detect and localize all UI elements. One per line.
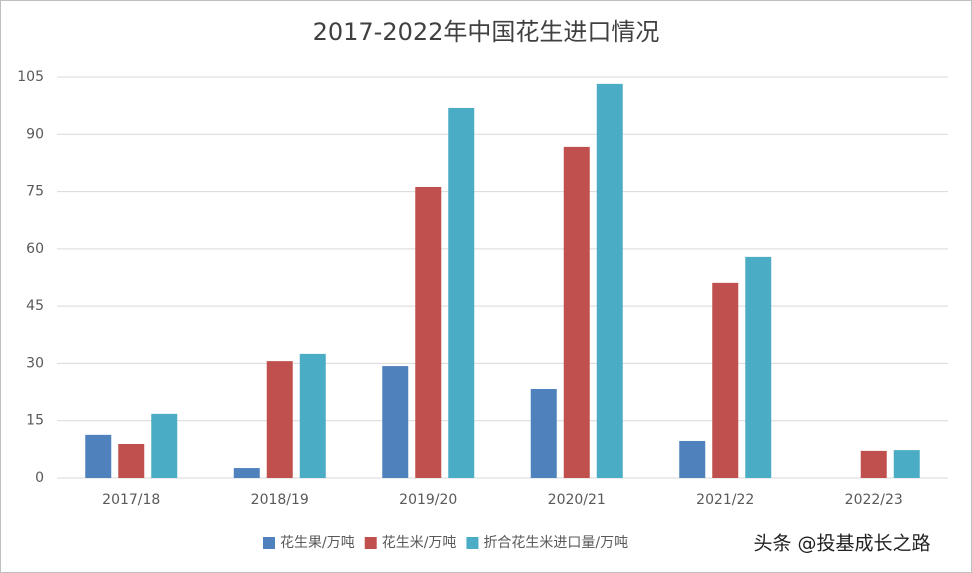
x-tick-label: 2017/18 — [102, 492, 160, 508]
legend-label: 花生果/万吨 — [280, 535, 355, 551]
legend-label: 折合花生米进口量/万吨 — [483, 535, 628, 551]
y-tick-label: 105 — [17, 69, 44, 85]
x-tick-label: 2019/20 — [399, 492, 457, 508]
bar — [415, 186, 442, 478]
bar — [266, 361, 293, 478]
bar — [530, 389, 557, 478]
bar — [448, 107, 475, 478]
y-tick-label: 15 — [26, 413, 44, 429]
bar — [712, 282, 739, 478]
bar — [679, 440, 706, 478]
bar — [382, 366, 409, 478]
y-tick-label: 30 — [26, 355, 44, 371]
x-tick-label: 2022/23 — [845, 492, 903, 508]
legend-swatch — [263, 537, 275, 549]
bar — [299, 353, 326, 478]
y-tick-label: 60 — [26, 241, 44, 257]
y-tick-label: 90 — [26, 126, 44, 142]
bar — [745, 256, 772, 478]
x-tick-label: 2020/21 — [548, 492, 606, 508]
legend-swatch — [364, 537, 377, 549]
bar — [860, 450, 887, 478]
bar — [151, 413, 178, 478]
chart-title: 2017-2022年中国花生进口情况 — [313, 18, 660, 46]
legend-swatch — [466, 537, 479, 549]
x-tick-label: 2021/22 — [696, 492, 754, 508]
bar — [596, 83, 623, 479]
bar — [118, 444, 145, 478]
bar — [563, 146, 590, 479]
bar — [85, 434, 112, 478]
watermark: 头条 @投基成长之路 — [753, 533, 930, 555]
x-tick-label: 2018/19 — [251, 492, 309, 508]
y-tick-label: 45 — [26, 298, 44, 314]
y-tick-label: 0 — [35, 470, 44, 486]
y-tick-label: 75 — [26, 184, 44, 200]
bar — [233, 468, 260, 478]
bar — [893, 450, 920, 478]
legend-label: 花生米/万吨 — [382, 535, 457, 551]
